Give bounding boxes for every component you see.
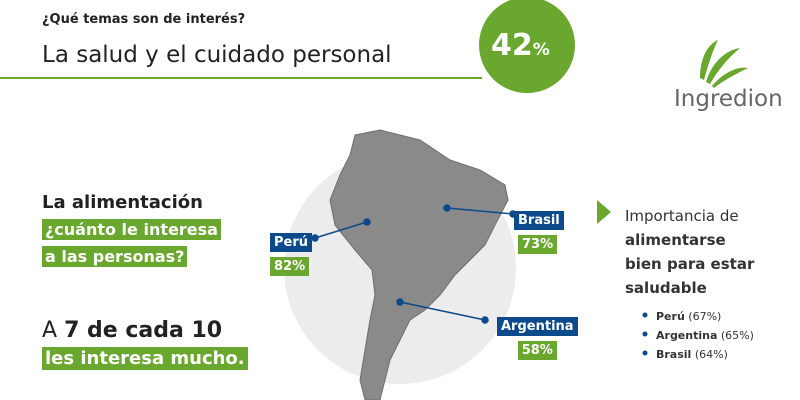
list-item: Brasil (64%) [656, 345, 754, 364]
highlight-line: a las personas? [42, 246, 188, 267]
map-label: Brasil 73% [514, 208, 564, 256]
stat-bold: 7 de cada 10 [64, 318, 223, 343]
list-value: (65%) [720, 329, 754, 342]
list-item: Argentina (65%) [656, 326, 754, 345]
bullets [642, 312, 648, 356]
badge: 42% [491, 28, 550, 63]
dot [481, 316, 489, 324]
badge-value: 42 [491, 28, 533, 63]
value: 73% [518, 235, 558, 254]
list-item: Perú (67%) [656, 307, 754, 326]
country: Argentina [497, 317, 578, 336]
map-label: Perú 82% [270, 230, 313, 278]
intro: Importancia de [625, 207, 739, 225]
logo-icon [700, 40, 748, 88]
dot [443, 204, 451, 212]
south-america-map [329, 129, 509, 400]
connector [446, 207, 514, 215]
left-heading: La alimentación [42, 192, 203, 213]
highlight: a las personas? [42, 246, 188, 267]
list-value: (64%) [694, 348, 728, 361]
list: Perú (67%) Argentina (65%) Brasil (64%) [656, 307, 754, 364]
badge-circle [479, 0, 575, 93]
value: 82% [270, 257, 310, 276]
bold-line: alimentarse [625, 231, 726, 249]
connector [314, 221, 368, 239]
stat-prefix: A [42, 318, 58, 343]
list-value: (67%) [688, 310, 722, 323]
highlight-line: ¿cuánto le interesa [42, 219, 221, 240]
value: 58% [517, 341, 557, 360]
leaf [706, 48, 740, 84]
list-country: Argentina [656, 329, 718, 342]
dot [311, 234, 319, 242]
right-block: Importancia de alimentarse bien para est… [625, 204, 754, 300]
badge-unit: % [532, 40, 550, 60]
dot [396, 298, 404, 306]
logo-text: Ingredion [674, 86, 783, 112]
country: Perú [270, 233, 313, 252]
bold-line: saludable [625, 279, 707, 297]
bullet [642, 331, 648, 337]
leaf [712, 67, 748, 88]
bold-line: bien para estar [625, 255, 755, 273]
question: ¿Qué temas son de interés? [42, 12, 246, 27]
dot [363, 218, 371, 226]
stat-line: les interesa mucho. [42, 347, 248, 370]
connectors [311, 204, 517, 324]
highlight: ¿cuánto le interesa [42, 219, 221, 240]
arrow [597, 200, 611, 224]
stat: A 7 de cada 10 [42, 318, 222, 343]
map-label: Argentina 58% [497, 314, 578, 362]
list-country: Brasil [656, 348, 692, 361]
title: La salud y el cuidado personal [42, 42, 392, 68]
leaf [700, 40, 718, 80]
bullet [642, 312, 648, 318]
bullet [642, 350, 648, 356]
connector [399, 301, 486, 321]
country: Brasil [514, 211, 564, 230]
list-country: Perú [656, 310, 685, 323]
highlight: les interesa mucho. [42, 347, 248, 370]
